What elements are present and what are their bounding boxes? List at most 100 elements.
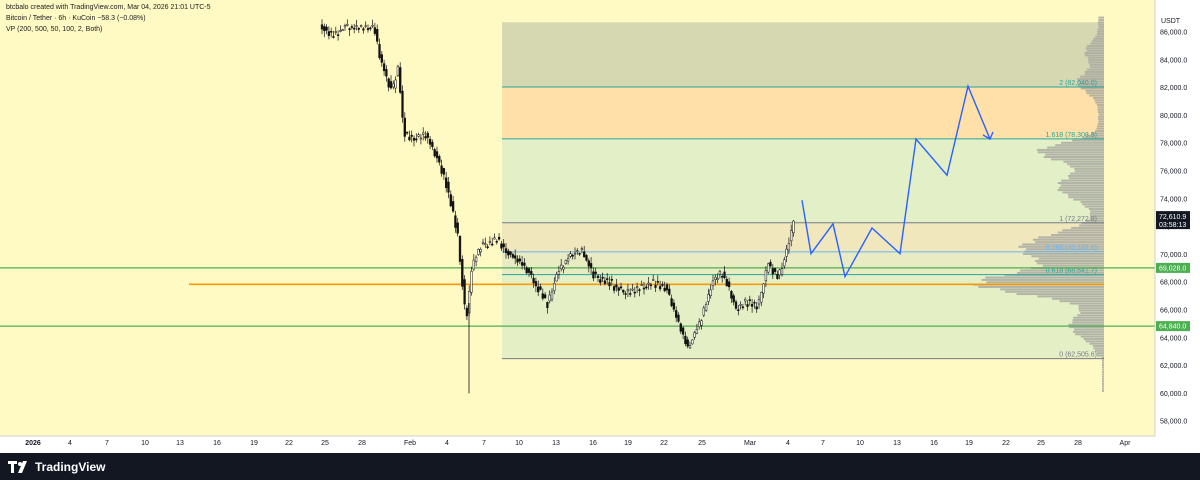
y-tick-label: 76,000.0 xyxy=(1160,169,1187,176)
fib-zone-above-2 xyxy=(502,22,1104,88)
candle-down xyxy=(509,251,512,255)
candle-up xyxy=(396,65,400,76)
volume-profile-bar xyxy=(1098,23,1104,26)
x-tick-label: 28 xyxy=(1074,440,1082,447)
volume-profile-bar xyxy=(1072,139,1104,142)
volume-profile-bar xyxy=(1101,371,1104,374)
volume-profile-bar xyxy=(1098,115,1104,118)
volume-profile-bar xyxy=(1067,163,1104,166)
volume-profile-bar xyxy=(1032,238,1104,241)
candle-up xyxy=(481,241,485,244)
volume-profile-bar xyxy=(1057,182,1104,185)
candle-down xyxy=(734,301,738,309)
x-tick-label: 13 xyxy=(552,440,560,447)
symbol-legend[interactable]: Bitcoin / Tether · 6h · KuCoin −58.3 (−0… xyxy=(6,15,146,22)
candle-down xyxy=(675,310,678,318)
candle-down xyxy=(629,293,632,295)
candle-down xyxy=(665,284,669,291)
candle-up xyxy=(787,243,791,251)
candle-up xyxy=(371,24,374,27)
y-tick-label: 58,000.0 xyxy=(1160,419,1187,426)
volume-profile-bar xyxy=(1088,61,1104,64)
fib-label: 2 (82,040.0) xyxy=(1059,80,1097,87)
candle-down xyxy=(599,279,602,283)
candle-down xyxy=(527,268,531,273)
volume-profile-bar xyxy=(1057,231,1104,234)
candle-down xyxy=(686,339,689,347)
x-tick-label: 19 xyxy=(965,440,973,447)
volume-profile-bar xyxy=(1089,342,1104,345)
candle-down xyxy=(438,156,441,163)
candle-up xyxy=(652,279,655,281)
candle-down xyxy=(401,90,404,118)
volume-profile-bar xyxy=(1080,335,1104,338)
volume-profile-bar xyxy=(1085,340,1104,343)
fib-label: 0 (62,505.6) xyxy=(1059,352,1097,359)
volume-profile-bar xyxy=(1088,207,1104,210)
candle-up xyxy=(493,237,496,240)
candle-down xyxy=(776,273,779,279)
volume-profile-bar xyxy=(1101,363,1104,366)
tradingview-logo[interactable]: TradingView xyxy=(8,459,105,475)
x-tick-label: 7 xyxy=(482,440,486,447)
candle-down xyxy=(399,67,402,93)
candle-down xyxy=(610,278,613,281)
candle-down xyxy=(323,26,326,32)
volume-profile-bar xyxy=(1085,219,1104,222)
x-tick-label: 22 xyxy=(285,440,293,447)
price-axis[interactable]: USDT 86,000.0 84,000.0 82,000.0 80,000.0 78,0… xyxy=(1154,0,1200,453)
volume-profile-bar xyxy=(1096,127,1104,130)
volume-profile-bar xyxy=(978,285,1104,288)
volume-profile-bar xyxy=(1101,359,1104,362)
candle-down xyxy=(415,138,418,141)
x-tick-label: Mar xyxy=(744,440,757,447)
candle-down xyxy=(357,28,360,30)
time-axis[interactable]: 2026 4 7 10 13 16 19 22 25 28 Feb 4 7 10 13 16 19 22 25 Mar… xyxy=(0,435,1200,453)
candle-down xyxy=(454,215,457,228)
volume-profile-bar xyxy=(1095,101,1104,104)
candle-up xyxy=(573,252,577,255)
projection-path[interactable] xyxy=(801,83,991,279)
price-chart[interactable]: 2 (82,040.0) 1.618 (78,308.9) 1 (72,272.8)… xyxy=(0,0,1200,453)
candle-up xyxy=(346,24,349,26)
candle-down xyxy=(543,294,547,299)
volume-profile-bar xyxy=(1093,96,1104,99)
x-tick-label: 22 xyxy=(1002,440,1010,447)
candle-down xyxy=(750,303,754,307)
x-tick-label: 13 xyxy=(893,440,901,447)
volume-profile-bar xyxy=(1097,111,1104,114)
volume-profile-bar xyxy=(1086,134,1104,137)
candle-up xyxy=(640,284,643,286)
candle-up xyxy=(392,83,395,88)
candle-down xyxy=(387,78,390,88)
candle-down xyxy=(748,299,751,301)
candle-up xyxy=(417,134,420,137)
candle-down xyxy=(737,309,740,311)
candle-down xyxy=(633,291,636,294)
indicator-legend[interactable]: VP (200, 500, 50, 100, 2, Both) xyxy=(6,26,103,33)
candle-up xyxy=(716,278,719,280)
candle-down xyxy=(495,240,498,243)
tradingview-brand: TradingView xyxy=(35,460,106,474)
volume-profile-bar xyxy=(1051,158,1104,161)
volume-profile-bar xyxy=(1061,179,1104,182)
candle-down xyxy=(656,281,659,283)
volume-profile-bar xyxy=(1097,125,1104,128)
candle-up xyxy=(702,307,705,316)
candle-up xyxy=(576,250,579,252)
volume-profile-bar xyxy=(1074,170,1104,173)
candle-down xyxy=(769,261,772,267)
candle-down xyxy=(442,168,446,175)
candle-up xyxy=(647,282,650,285)
fib-label: 0.618 (68,541.7) xyxy=(1046,268,1097,275)
level-price-text: 69,028.0 xyxy=(1159,265,1186,272)
candle-down xyxy=(507,250,510,256)
level-price-badge xyxy=(1156,321,1190,332)
volume-profile-bar xyxy=(1043,156,1104,159)
volume-profile-bar xyxy=(1075,333,1104,336)
candle-up xyxy=(693,332,696,338)
volume-profile-bar xyxy=(1090,215,1104,218)
candle-down xyxy=(661,284,664,286)
candle-down xyxy=(463,279,466,305)
fib-label: 1.618 (78,308.9) xyxy=(1046,132,1097,139)
